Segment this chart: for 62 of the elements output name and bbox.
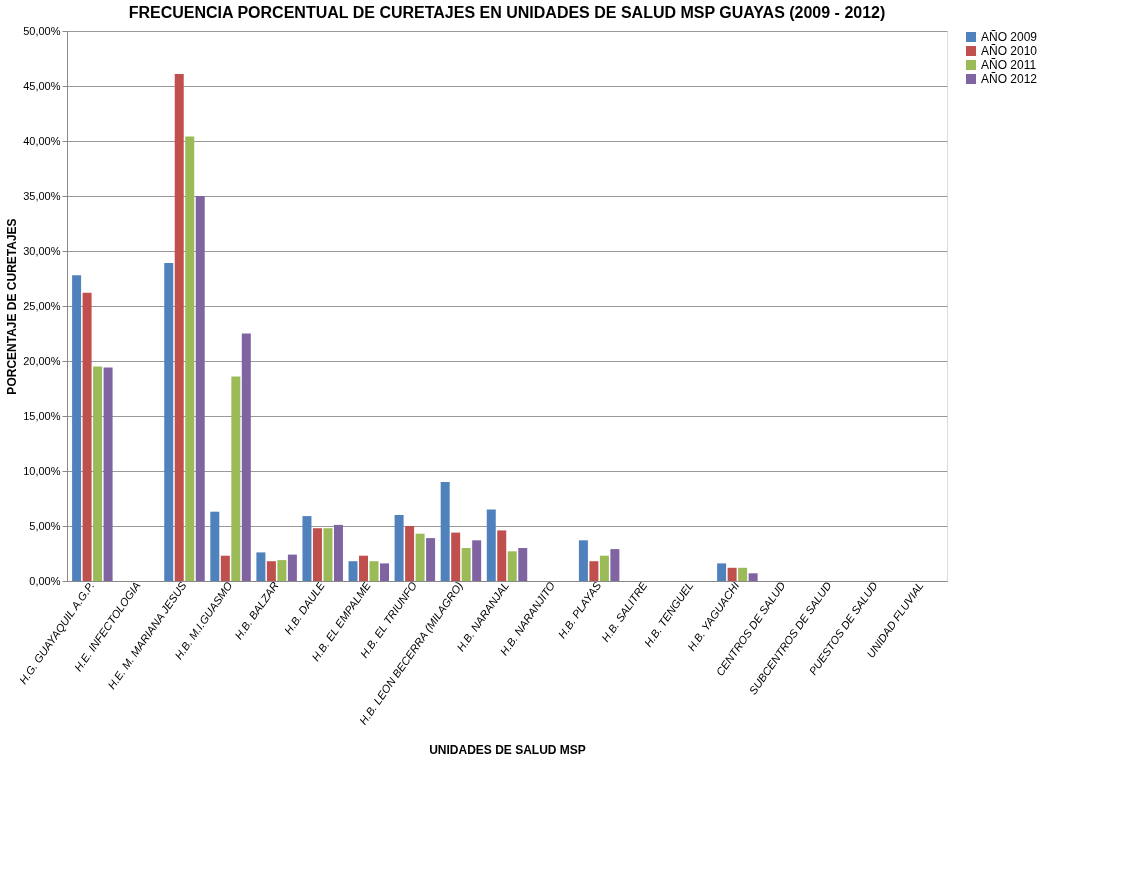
bar	[103, 367, 113, 581]
bar	[241, 333, 251, 581]
bar	[461, 548, 471, 581]
bar	[210, 511, 220, 581]
legend-label: AÑO 2011	[981, 58, 1037, 72]
bar	[256, 552, 266, 581]
bar	[405, 526, 415, 581]
y-axis-title: PORCENTAJE DE CURETAJES	[5, 218, 20, 395]
x-axis-title: UNIDADES DE SALUD MSP	[429, 742, 586, 757]
bar	[323, 528, 333, 581]
bar	[164, 263, 174, 581]
bar	[93, 366, 103, 581]
bar	[195, 196, 205, 581]
y-tick-label: 45,00%	[23, 79, 61, 92]
bar	[185, 136, 195, 581]
y-tick-label: 20,00%	[23, 354, 61, 367]
bar	[507, 551, 517, 581]
bar	[472, 540, 482, 581]
bar	[518, 548, 528, 581]
y-tick-label: 50,00%	[23, 24, 61, 37]
legend-label: AÑO 2009	[981, 30, 1038, 44]
bar	[599, 555, 609, 581]
y-tick-label: 0,00%	[29, 574, 61, 587]
bar	[426, 538, 436, 581]
bar	[333, 524, 343, 581]
legend-label: AÑO 2012	[981, 72, 1038, 86]
bar	[727, 567, 737, 581]
bar	[610, 549, 620, 581]
y-tick-label: 25,00%	[23, 299, 61, 312]
bar	[748, 573, 758, 581]
bar	[717, 563, 727, 581]
bar	[220, 555, 230, 581]
bar	[380, 563, 390, 581]
bar	[174, 73, 184, 581]
bar	[415, 533, 425, 581]
legend-label: AÑO 2010	[981, 44, 1038, 58]
y-tick-label: 15,00%	[23, 409, 61, 422]
bar	[738, 567, 748, 581]
y-tick-label: 40,00%	[23, 134, 61, 147]
bar	[451, 532, 461, 581]
y-tick-label: 30,00%	[23, 244, 61, 257]
bar	[277, 560, 287, 581]
bar	[394, 515, 404, 581]
y-tick-label: 35,00%	[23, 189, 61, 202]
bar	[369, 561, 379, 581]
bar	[312, 528, 322, 581]
bar	[302, 516, 312, 581]
bar	[266, 561, 276, 581]
bar	[497, 530, 507, 581]
bar	[287, 554, 297, 581]
bar	[578, 540, 588, 581]
bar	[231, 376, 241, 581]
bar	[486, 509, 496, 581]
bar	[72, 275, 82, 581]
bar	[589, 561, 599, 581]
bar	[82, 292, 92, 581]
bar	[440, 482, 450, 581]
bar	[348, 561, 358, 581]
chart-title: FRECUENCIA PORCENTUAL DE CURETAJES EN UNIDADES DE SALUD MSP GUAYAS (2009 - 2012)	[128, 4, 886, 21]
y-tick-label: 5,00%	[29, 519, 61, 532]
y-tick-label: 10,00%	[23, 464, 61, 477]
bar	[359, 555, 369, 581]
